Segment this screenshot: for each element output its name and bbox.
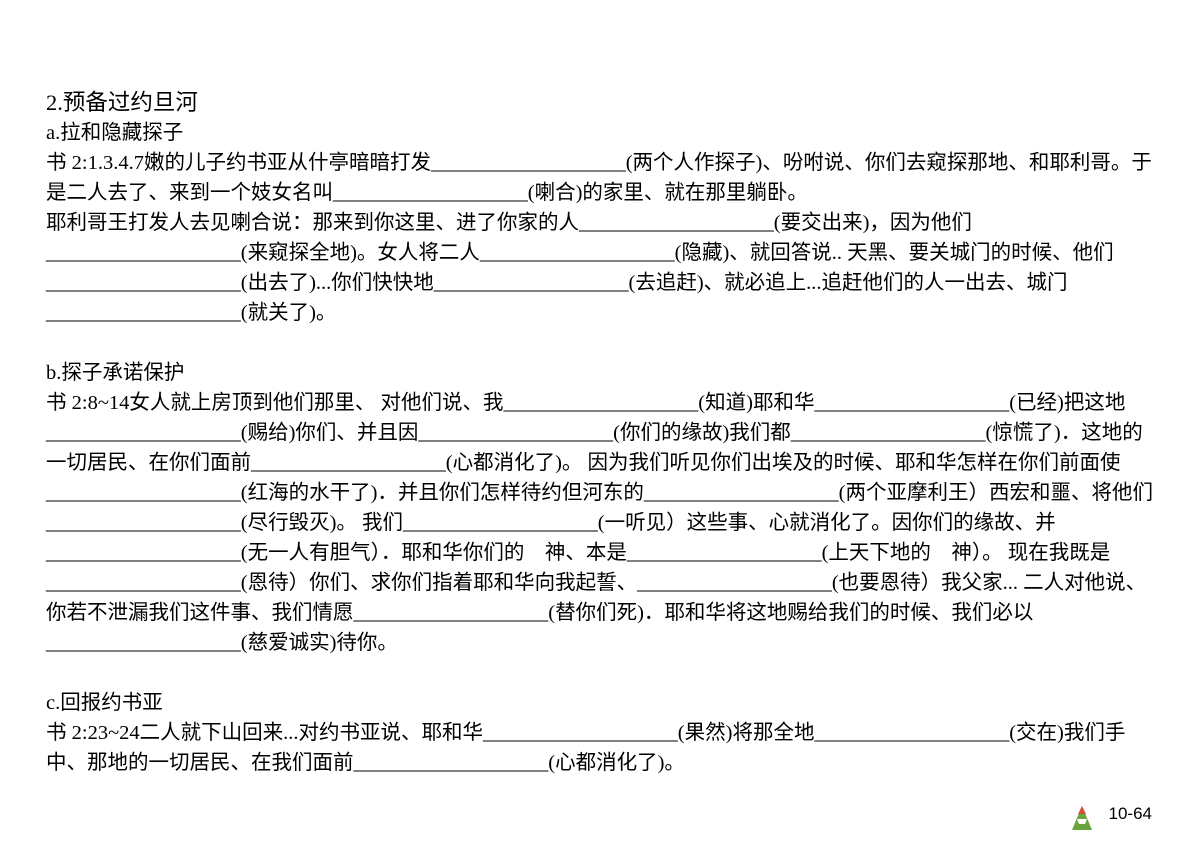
subsection-a-label: a.拉和隐藏探子 [46, 118, 1154, 148]
section-title: 2.预备过约旦河 [46, 88, 1154, 118]
paragraph-gap [46, 658, 1154, 688]
subsection-c-label: c.回报约书亚 [46, 688, 1154, 718]
logo-icon [1068, 804, 1096, 832]
subsection-a-text: 书 2:1.3.4.7嫩的儿子约书亚从什亭暗暗打发_______________… [46, 148, 1154, 328]
paragraph-gap [46, 328, 1154, 358]
subsection-b-label: b.探子承诺保护 [46, 358, 1154, 388]
subsection-c-text: 书 2:23~24二人就下山回来...对约书亚说、耶和华____________… [46, 718, 1154, 778]
document-page: 2.预备过约旦河 a.拉和隐藏探子 书 2:1.3.4.7嫩的儿子约书亚从什亭暗… [0, 0, 1200, 778]
subsection-b-text: 书 2:8~14女人就上房顶到他们那里、 对他们说、我_____________… [46, 388, 1154, 658]
page-number: 10-64 [1109, 804, 1152, 824]
